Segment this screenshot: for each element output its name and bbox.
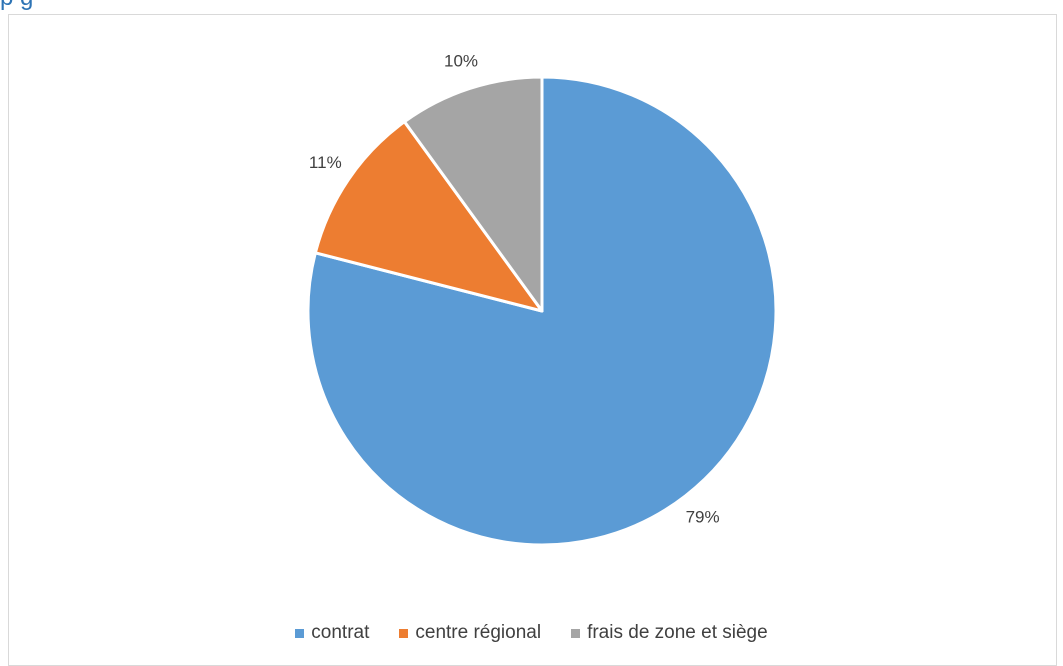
legend-swatch-centre-regional [399, 628, 409, 638]
legend-label-contrat: contrat [311, 622, 370, 643]
pie-slices [306, 75, 778, 547]
legend-label-centre-regional: centre régional [415, 622, 542, 643]
top-strip: p g [0, 0, 1063, 14]
legend-swatch-contrat [295, 628, 305, 638]
data-label-2: 10% [444, 51, 478, 70]
legend-item-contrat: contrat [295, 622, 369, 644]
cut-off-heading: p g [0, 0, 33, 12]
legend-item-frais-de-zone: frais de zone et siège [571, 622, 768, 644]
legend: contrat centre régional frais de zone et… [0, 620, 1063, 646]
pie-slice-2 [402, 75, 544, 313]
data-label-1: 11% [309, 153, 342, 172]
legend-label-frais-de-zone: frais de zone et siège [587, 622, 768, 643]
data-label-0: 79% [686, 508, 720, 527]
pie-slice-1 [313, 120, 544, 313]
data-labels: 79% 11% 10% [309, 51, 720, 526]
legend-item-centre-regional: centre régional [399, 622, 541, 644]
legend-swatch-frais-de-zone [571, 628, 581, 638]
